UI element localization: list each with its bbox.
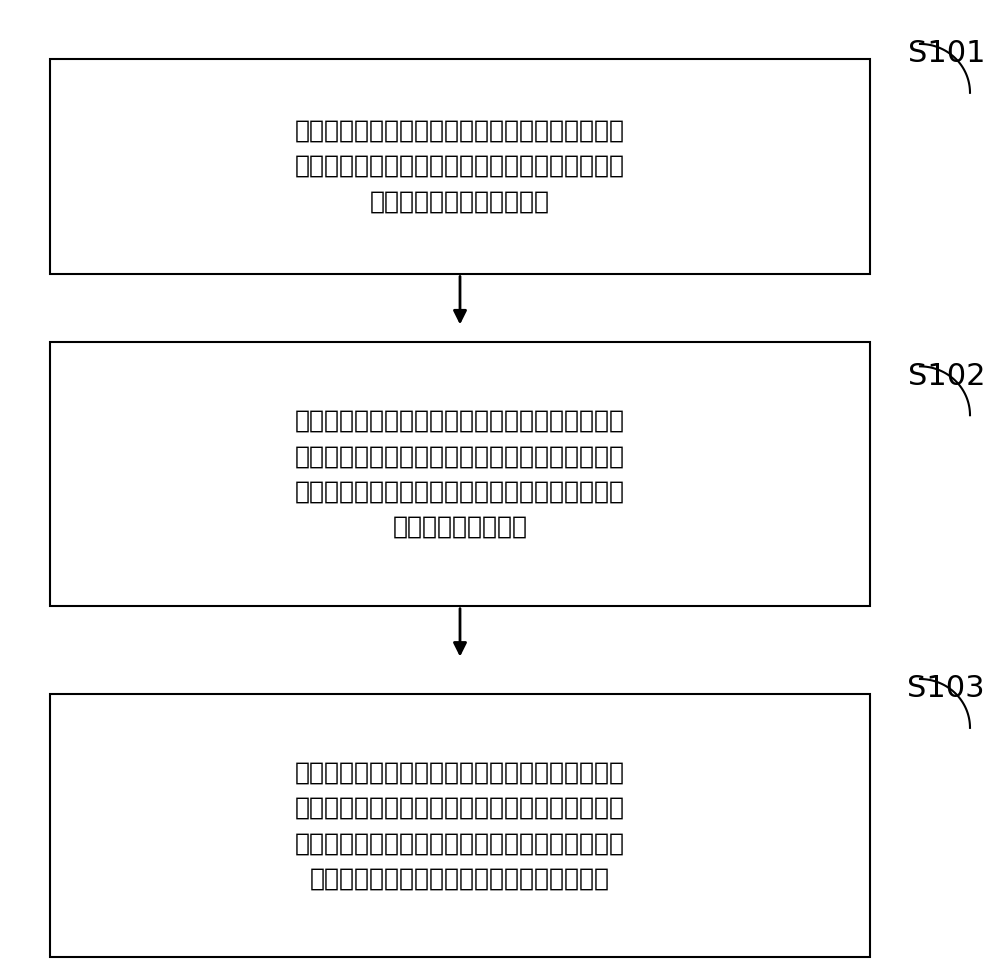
Text: 将所述带通道格式的图片序列遮罩所述帧动画图片
序列，得到仅保留所述目标物体区域的图像的目标
物体图像序列，其中目标物体图像序列与所述帧动
画图片序列一一对应: 将所述带通道格式的图片序列遮罩所述帧动画图片 序列，得到仅保留所述目标物体区域的… <box>295 408 625 539</box>
FancyBboxPatch shape <box>50 59 870 274</box>
Text: 确定三维虚拟沙盘的帧动画图片序列中的目标物体
区域，将所述目标物体区域设置为透明通道格式，
得到带通道格式的图片序列: 确定三维虚拟沙盘的帧动画图片序列中的目标物体 区域，将所述目标物体区域设置为透明… <box>295 118 625 214</box>
FancyBboxPatch shape <box>50 342 870 606</box>
Text: S103: S103 <box>907 674 985 703</box>
Text: S102: S102 <box>908 361 985 391</box>
Text: 在播放所述帧动画图片序列时，根据所述目标物体
图像序列与所述帧动画图片序列的对应关系，确定
所述三维虚拟沙盘当前显示帧动画图片的目标物体
区域，并在所述目标物体: 在播放所述帧动画图片序列时，根据所述目标物体 图像序列与所述帧动画图片序列的对应… <box>295 760 625 891</box>
Text: S101: S101 <box>908 39 985 68</box>
FancyBboxPatch shape <box>50 694 870 957</box>
